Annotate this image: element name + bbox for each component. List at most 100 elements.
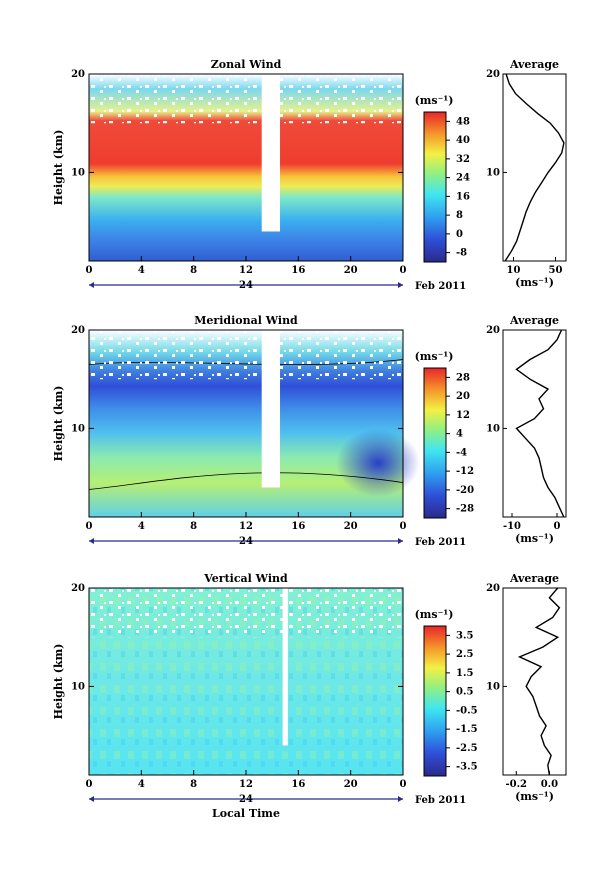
x-tick-label: 12: [239, 265, 253, 276]
colorbar-tick-label: 0: [456, 229, 463, 240]
profile-title: Average: [509, 572, 559, 585]
x-tick-label: 16: [291, 521, 305, 532]
date-axis-right-arrow: [398, 282, 403, 288]
colorbar-tick-label: 48: [456, 116, 470, 127]
heatmap-missing-data: [89, 588, 403, 638]
x-tick-label: 8: [190, 521, 197, 532]
heatmap-zero-contour: [88, 472, 404, 490]
date-axis-left-arrow: [89, 796, 94, 802]
colorbar-tick-label: -20: [456, 485, 474, 496]
colorbar-tick-label: 20: [456, 391, 470, 402]
x-tick-label: 4: [138, 521, 145, 532]
colorbar-tick-label: 12: [456, 410, 470, 421]
panel-2: Meridional Wind 10 20 Height (km) 0 4 8 12 16 20 0…: [52, 314, 567, 548]
profile-x-label: (ms⁻¹): [515, 532, 554, 545]
profile-x-tick-label: 0.0: [541, 779, 558, 790]
colorbar-tick-label: 8: [456, 210, 463, 221]
colorbar-tick-label: -3.5: [456, 762, 478, 773]
profile-frame: [502, 587, 567, 776]
x-tick-label: 12: [239, 521, 253, 532]
profile-y-tick-label: 20: [486, 325, 500, 336]
profile-title: Average: [509, 314, 559, 327]
profile-line: [515, 329, 565, 518]
colorbar-tick-label: -4: [456, 447, 467, 458]
month-label: Feb 2011: [415, 795, 466, 806]
profile-y-tick-label: 20: [486, 69, 500, 80]
panel-title: Meridional Wind: [194, 314, 298, 327]
profile-line: [517, 587, 561, 776]
colorbar-tick-label: -12: [456, 466, 474, 477]
profile-x-tick-label: 50: [549, 265, 563, 276]
y-tick-label: 10: [71, 167, 85, 178]
heatmap-missing-data: [89, 74, 403, 124]
y-tick-label: 20: [71, 583, 85, 594]
date-axis-left-arrow: [89, 282, 94, 288]
x-tick-label: 8: [190, 779, 197, 790]
y-tick-label: 10: [71, 681, 85, 692]
profile-title: Average: [509, 58, 559, 71]
x-tick-label: 20: [344, 779, 358, 790]
colorbar-tick-label: 0.5: [456, 687, 473, 698]
profile-frame: [502, 329, 567, 518]
x-tick-label: 8: [190, 265, 197, 276]
panel-title: Zonal Wind: [211, 58, 282, 71]
profile-y-tick-label: 10: [486, 681, 500, 692]
profile-y-tick-label: 20: [486, 583, 500, 594]
profile-x-label: (ms⁻¹): [515, 276, 554, 289]
profile-x-tick-label: -10: [503, 521, 521, 532]
profile-frame: [502, 73, 567, 262]
colorbar-unit: (ms⁻¹): [415, 94, 454, 107]
heatmap-data-gap: [261, 74, 281, 232]
x-tick-label: 16: [291, 265, 305, 276]
profile-y-tick-label: 10: [486, 423, 500, 434]
date-axis-right-arrow: [398, 796, 403, 802]
profile-y-tick-label: 10: [486, 167, 500, 178]
colorbar-tick-label: 16: [456, 191, 470, 202]
profile-x-tick-label: 0: [554, 521, 561, 532]
colorbar-tick-label: -0.5: [456, 705, 478, 716]
date-label: 24: [239, 536, 253, 547]
x-tick-label: 16: [291, 779, 305, 790]
colorbar-tick-label: 3.5: [456, 630, 473, 641]
colorbar-unit: (ms⁻¹): [415, 350, 454, 363]
colorbar-tick-label: 4: [456, 429, 463, 440]
x-tick-label: 20: [344, 521, 358, 532]
heatmap-southward-core: [336, 428, 420, 497]
colorbar-tick-label: -28: [456, 504, 474, 515]
x-tick-label: 0: [400, 521, 407, 532]
colorbar: [423, 625, 447, 777]
heatmap-missing-data: [89, 330, 403, 380]
y-axis-label: Height (km): [52, 130, 65, 206]
profile-x-tick-label: -0.2: [505, 779, 527, 790]
y-tick-label: 10: [71, 423, 85, 434]
heatmap-data-gap: [261, 330, 281, 488]
x-axis-label: Local Time: [212, 807, 280, 820]
colorbar-tick-label: -8: [456, 248, 467, 259]
colorbar-tick-label: 32: [456, 154, 470, 165]
colorbar: [423, 367, 447, 519]
x-tick-label: 0: [86, 265, 93, 276]
colorbar-tick-label: 24: [456, 173, 470, 184]
colorbar-tick-label: 40: [456, 135, 470, 146]
date-label: 24: [239, 280, 253, 291]
y-axis-label: Height (km): [52, 386, 65, 462]
x-tick-label: 12: [239, 779, 253, 790]
colorbar: [423, 111, 447, 263]
colorbar-tick-label: 28: [456, 372, 470, 383]
date-axis-right-arrow: [398, 538, 403, 544]
x-tick-label: 4: [138, 265, 145, 276]
heatmap-data-gap: [282, 588, 288, 746]
x-tick-label: 0: [86, 779, 93, 790]
colorbar-tick-label: 1.5: [456, 668, 473, 679]
colorbar-tick-label: -2.5: [456, 743, 478, 754]
y-axis-label: Height (km): [52, 644, 65, 720]
date-axis-left-arrow: [89, 538, 94, 544]
x-tick-label: 4: [138, 779, 145, 790]
x-tick-label: 0: [400, 779, 407, 790]
month-label: Feb 2011: [415, 281, 466, 292]
profile-x-label: (ms⁻¹): [515, 790, 554, 803]
x-tick-label: 20: [344, 265, 358, 276]
date-label: 24: [239, 794, 253, 805]
